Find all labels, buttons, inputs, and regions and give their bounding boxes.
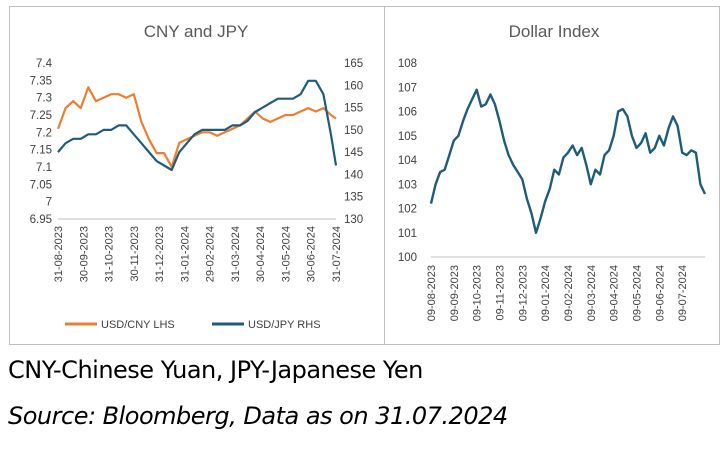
x-tick-label: 31-01-2024 (179, 226, 191, 282)
x-tick-label: 30-11-2023 (129, 226, 141, 281)
dollar-index-chart-title: Dollar Index (509, 22, 600, 41)
left-y-tick-label: 7.1 (36, 162, 52, 174)
x-tick-label: 29-02-2024 (205, 226, 217, 282)
right-y-tick-label: 135 (344, 192, 363, 204)
right-y-tick-label: 165 (344, 58, 363, 70)
dxy-x-tick-label: 09-12-2023 (517, 265, 529, 321)
x-tick-label: 31-08-2023 (53, 226, 65, 282)
dxy-x-tick-label: 09-11-2023 (495, 265, 507, 320)
cny-jpy-legend: USD/CNY LHS USD/JPY RHS (65, 319, 321, 331)
dxy-y-tick-label: 101 (398, 228, 417, 240)
x-tick-label: 31-12-2023 (154, 226, 166, 282)
x-tick-label: 30-04-2024 (255, 226, 267, 282)
x-tick-label: 31-05-2024 (280, 226, 292, 282)
left-y-tick-label: 7.15 (30, 145, 52, 157)
x-tick-label: 31-10-2023 (104, 226, 116, 282)
caption-currency-names: CNY-Chinese Yuan, JPY-Japanese Yen (8, 356, 423, 384)
left-y-tick-label: 6.95 (30, 214, 52, 226)
dxy-x-tick-label: 09-05-2024 (632, 265, 644, 321)
dxy-y-tick-label: 108 (398, 58, 417, 70)
dxy-y-tick-label: 106 (398, 107, 417, 119)
dxy-y-tick-label: 107 (398, 82, 417, 94)
left-y-tick-label: 7 (46, 197, 52, 209)
legend-label-usd-jpy: USD/JPY RHS (248, 319, 321, 331)
right-y-tick-label: 140 (344, 169, 363, 181)
right-y-tick-label: 145 (344, 147, 363, 159)
right-y-tick-label: 155 (344, 103, 363, 115)
right-y-tick-label: 150 (344, 125, 363, 137)
left-y-tick-label: 7.3 (36, 93, 52, 105)
charts-canvas: CNY and JPY 7.4 7.35 7.3 7.25 7.2 7.15 7.1 7.05… (30, 22, 707, 331)
panel-divider (384, 6, 385, 345)
usd-jpy-line (57, 79, 338, 172)
dxy-x-tick-label: 09-02-2024 (563, 265, 575, 321)
legend-label-usd-cny: USD/CNY LHS (101, 319, 175, 331)
dxy-y-tick-label: 103 (398, 179, 417, 191)
dxy-x-tick-label: 09-04-2024 (609, 265, 621, 321)
right-y-tick-label: 130 (344, 214, 363, 226)
x-tick-label: 30-06-2024 (306, 226, 318, 282)
left-y-tick-label: 7.25 (30, 110, 52, 122)
usd-cny-line (56, 86, 337, 169)
left-y-tick-label: 7.4 (36, 58, 53, 70)
cny-jpy-chart: CNY and JPY 7.4 7.35 7.3 7.25 7.2 7.15 7.1 7.05… (30, 22, 364, 331)
dollar-index-line (429, 88, 707, 235)
cny-jpy-chart-title: CNY and JPY (144, 22, 249, 41)
dxy-x-tick-label: 09-08-2023 (426, 265, 438, 321)
left-y-tick-label: 7.35 (30, 75, 52, 87)
left-y-tick-label: 7.2 (36, 127, 52, 139)
dxy-x-tick-label: 09-01-2024 (540, 265, 552, 321)
dxy-y-tick-label: 102 (398, 204, 417, 216)
dxy-y-tick-label: 104 (398, 155, 418, 167)
caption-source: Source: Bloomberg, Data as on 31.07.2024 (8, 402, 508, 430)
dollar-index-chart: Dollar Index 108 107 106 105 104 103 102 101 100… (398, 22, 707, 321)
chart-panel-frame (9, 6, 720, 345)
dxy-x-tick-label: 09-03-2024 (586, 265, 598, 321)
dxy-x-tick-label: 09-06-2024 (654, 265, 666, 321)
x-tick-label: 30-09-2023 (78, 226, 90, 282)
x-tick-label: 31-07-2024 (331, 226, 343, 282)
x-tick-label: 31-03-2024 (230, 226, 242, 282)
dxy-x-tick-label: 09-09-2023 (449, 265, 461, 321)
dxy-y-tick-label: 100 (398, 252, 417, 264)
dxy-x-tick-label: 09-07-2024 (677, 265, 689, 321)
left-y-tick-label: 7.05 (30, 179, 52, 191)
dxy-x-tick-label: 09-10-2023 (472, 265, 484, 321)
right-y-tick-label: 160 (344, 80, 363, 92)
dxy-y-tick-label: 105 (398, 131, 417, 143)
